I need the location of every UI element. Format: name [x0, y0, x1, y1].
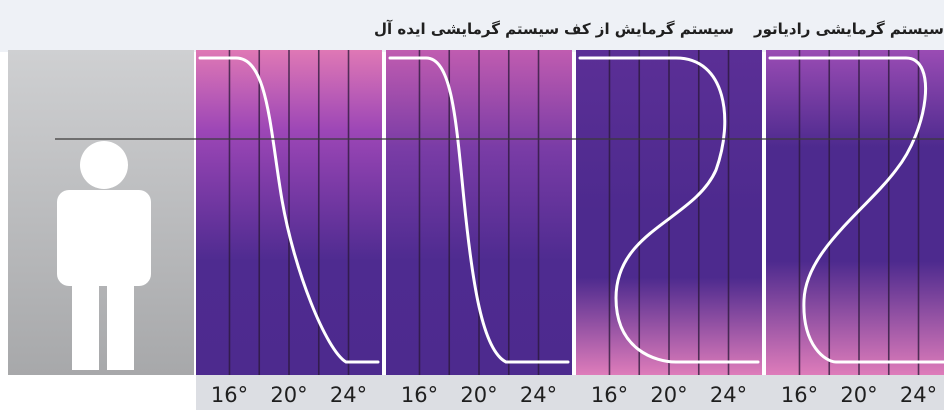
tick-label: 20° — [270, 383, 307, 407]
tick-label: 24° — [520, 383, 557, 407]
panel-1: سیستم گرمایشی ایده آل 16° 20° 24° — [196, 20, 559, 407]
tick-label: 16° — [781, 383, 818, 407]
panel-title: سیستم گرمایشی رادیاتور — [753, 20, 944, 38]
panel-4: سیستم گرمایشی فن کوئل16°20°24° — [766, 50, 944, 407]
axis-band — [196, 375, 944, 410]
tick-label: 20° — [460, 383, 497, 407]
panel-background — [766, 50, 944, 375]
temperature-curve — [768, 56, 944, 364]
panel-title: سیستم گرمایش از کف — [564, 20, 734, 38]
person-panel — [8, 50, 194, 375]
header-band — [0, 0, 944, 52]
temperature-curve — [388, 56, 570, 364]
tick-label: 16° — [591, 383, 628, 407]
tick-label: 24° — [710, 383, 747, 407]
tick-label: 20° — [840, 383, 877, 407]
temperature-curve — [198, 56, 380, 364]
panel-2: سیستم گرمایش از کف 16° 20° 24° — [386, 20, 734, 407]
person-icon — [57, 141, 151, 370]
tick-label: 24° — [900, 383, 937, 407]
tick-label: 20° — [650, 383, 687, 407]
tick-label: 16° — [401, 383, 438, 407]
tick-label: 16° — [211, 383, 248, 407]
tick-label: 24° — [330, 383, 367, 407]
panel-3: سیستم گرمایشی رادیاتور 16° 20° 24° — [576, 20, 944, 407]
panel-title: سیستم گرمایشی ایده آل — [374, 20, 559, 38]
temperature-curve — [578, 56, 760, 364]
